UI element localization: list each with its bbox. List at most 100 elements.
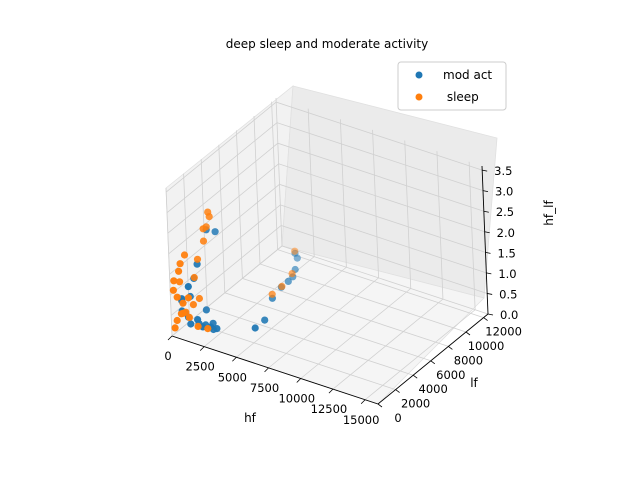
point-sleep [199,225,207,233]
x-tick [328,388,334,394]
point-sleep [189,301,197,309]
y-tick-label: 4000 [419,382,448,396]
point-mod-act [284,277,292,285]
point-sleep [176,278,184,286]
point-sleep [205,213,213,221]
x-tick-label: 15000 [343,413,380,427]
chart-title: deep sleep and moderate activity [226,37,428,51]
y-tick-label: 6000 [436,368,465,382]
point-sleep [194,322,202,330]
legend: mod act sleep [397,61,507,111]
y-axis-label: lf [470,376,478,390]
point-sleep [199,237,208,245]
point-sleep [278,282,286,290]
point-sleep [175,267,183,275]
y-axis-line [377,313,489,405]
z-tick [486,272,492,275]
z-gridline [171,245,489,337]
y-tick [430,360,436,365]
legend-marker-sleep [415,93,423,101]
x-tick-label: 0 [164,349,171,363]
point-sleep [288,270,296,278]
point-sleep [170,277,178,285]
z-tick-label: 2.0 [497,226,515,240]
y-tick-label: 0 [394,411,401,425]
x-tick [232,356,237,362]
point-sleep [169,286,177,294]
x-tick [296,378,302,383]
point-mod-act [187,320,195,328]
point-sleep [190,273,198,282]
gridlines [165,97,489,405]
point-sleep [204,325,212,333]
y-tick-label: 2000 [401,397,430,411]
point-mod-act [251,324,259,332]
y-tick [412,374,418,379]
z-tick [482,169,488,172]
point-sleep [176,260,184,268]
x-tick-label: 2500 [186,360,215,374]
x-tick [264,367,269,373]
point-sleep [268,290,276,298]
x-tick-label: 10000 [278,392,315,406]
x-axis-line [171,335,379,405]
legend-label-mod-act: mod act [443,68,492,82]
point-sleep [291,247,299,255]
point-sleep [180,251,189,259]
z-tick [485,251,491,254]
z-tick-label: 3.0 [495,185,513,199]
y-tick [395,389,400,393]
point-mod-act [211,228,219,236]
z-tick-label: 1.0 [498,267,516,281]
point-mod-act [209,325,218,334]
point-sleep [193,255,202,263]
z-axis-label: hf_lf [542,200,556,226]
legend-box [397,61,507,111]
point-sleep [173,316,181,325]
point-mod-act [184,283,192,291]
point-mod-act [202,306,210,314]
z-tick [482,190,489,193]
x-axis-label: hf [244,411,257,425]
data-points [169,208,301,334]
point-mod-act [209,319,217,327]
point-sleep [171,324,179,332]
point-sleep [173,293,181,301]
legend-label-sleep: sleep [443,90,479,104]
y-tick [465,331,471,336]
z-axis-line [481,165,489,315]
x-tick-label: 5000 [218,370,247,384]
z-tick-label: 0.5 [499,287,517,301]
z-tick-label: 3.5 [494,164,512,178]
y-tick [377,403,383,408]
z-gridline [169,183,486,275]
x-tick [199,346,205,351]
z-gridline [166,122,484,213]
point-sleep [185,313,193,321]
x-tick-label: 12500 [311,402,348,416]
point-mod-act [261,316,269,324]
y-tick [448,346,453,350]
x-tick [167,335,173,341]
point-sleep [182,308,190,316]
y-tick [483,317,488,321]
y-tick-label: 8000 [454,353,483,367]
z-tick [484,231,490,234]
y-tick-label: 10000 [468,339,505,353]
legend-marker-mod-act [415,71,423,79]
z-gridline [170,224,488,316]
z-tick [487,293,493,295]
point-sleep [195,294,203,303]
z-tick-label: 2.5 [496,205,514,219]
z-tick-label: 0.0 [500,308,518,322]
z-tick [483,210,489,213]
z-tick-label: 1.5 [498,246,516,260]
axes [167,165,494,408]
point-mod-act [293,254,301,262]
x-tick [360,399,366,405]
point-sleep [179,299,187,307]
x-tick-label: 7500 [250,381,279,395]
